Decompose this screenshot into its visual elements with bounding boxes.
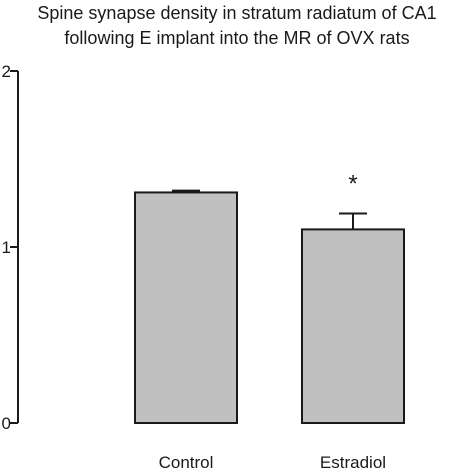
chart-title-line-2: following E implant into the MR of OVX r… [64, 28, 410, 48]
significance-marker: * [348, 171, 357, 198]
y-tick-label: 0 [2, 414, 11, 433]
bar [134, 191, 238, 424]
bar [301, 228, 405, 424]
y-tick-label: 2 [2, 62, 11, 81]
x-tick-label: Estradiol [320, 453, 386, 472]
y-tick-label: 1 [2, 238, 11, 257]
chart-title-line-1: Spine synapse density in stratum radiatu… [37, 3, 437, 23]
x-tick-label: Control [159, 453, 214, 472]
